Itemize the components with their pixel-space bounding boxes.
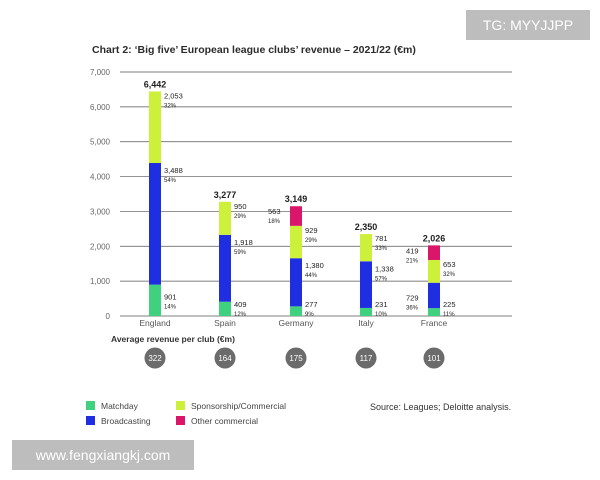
bar-segment-matchday xyxy=(360,307,372,316)
legend-other-commercial: Other commercial xyxy=(176,416,258,426)
bar-segment-sponsorship xyxy=(149,91,161,164)
value-label-matchday: 409 xyxy=(234,300,247,309)
bar-segment-sponsorship xyxy=(290,225,302,259)
bar-segment-sponsorship xyxy=(360,234,372,262)
total-label: 2,026 xyxy=(423,233,446,243)
y-tick-label: 5,000 xyxy=(90,138,111,147)
avg-revenue-circle xyxy=(423,347,445,369)
x-category-label: Germany xyxy=(279,318,315,328)
bar-segment-matchday xyxy=(290,306,302,316)
percent-label-matchday: 12% xyxy=(234,312,247,318)
y-tick-label: 1,000 xyxy=(90,277,111,286)
percent-label-sponsorship: 29% xyxy=(305,238,318,244)
percent-label-sponsorship: 32% xyxy=(443,272,456,278)
watermark-bottom-left: www.fengxiangkj.com xyxy=(12,440,194,470)
value-label-matchday: 225 xyxy=(443,300,456,309)
y-tick-label: 4,000 xyxy=(90,173,111,182)
legend-swatch-sponsorship xyxy=(176,401,185,410)
value-label-matchday: 231 xyxy=(375,300,388,309)
percent-label-other: 21% xyxy=(406,258,419,264)
bar-segment-other xyxy=(428,245,440,260)
avg-revenue-value: 117 xyxy=(360,354,373,363)
avg-revenue-value: 101 xyxy=(427,354,441,363)
percent-label-matchday: 11% xyxy=(443,312,455,318)
avg-revenue-circle xyxy=(285,347,307,369)
bar-segment-sponsorship xyxy=(219,201,231,235)
bar-segment-broadcasting xyxy=(149,163,161,285)
y-tick-label: 2,000 xyxy=(90,242,111,251)
percent-label-broadcasting: 59% xyxy=(234,250,247,256)
bar-segment-broadcasting xyxy=(219,234,231,302)
percent-label-sponsorship: 32% xyxy=(164,103,177,109)
percent-label-sponsorship: 29% xyxy=(234,214,247,220)
bar-segment-broadcasting xyxy=(428,282,440,309)
legend-swatch-matchday xyxy=(86,401,95,410)
x-category-label: France xyxy=(421,318,448,328)
value-label-sponsorship: 653 xyxy=(443,260,456,269)
value-label-matchday: 901 xyxy=(164,292,177,301)
bar-segment-sponsorship xyxy=(428,259,440,283)
bar-segment-matchday xyxy=(149,284,161,316)
percent-label-matchday: 14% xyxy=(164,304,177,310)
value-label-sponsorship: 929 xyxy=(305,226,318,235)
avg-revenue-circle xyxy=(355,347,377,369)
legend-label-broadcasting: Broadcasting xyxy=(101,416,151,426)
percent-label-broadcasting: 36% xyxy=(406,306,419,312)
bar-segment-matchday xyxy=(219,301,231,316)
total-label: 6,442 xyxy=(144,79,167,89)
y-tick-label: 7,000 xyxy=(90,68,111,77)
value-label-broadcasting: 1,380 xyxy=(305,261,324,270)
bar-segment-matchday xyxy=(428,308,440,316)
value-label-sponsorship: 781 xyxy=(375,234,388,243)
avg-revenue-value: 164 xyxy=(218,354,232,363)
x-category-label: Spain xyxy=(214,318,236,328)
y-tick-label: 3,000 xyxy=(90,207,111,216)
watermark-top-right: TG: MYYJJPP xyxy=(466,10,590,40)
legend-swatch-other xyxy=(176,416,185,425)
total-label: 2,350 xyxy=(355,222,378,232)
percent-label-broadcasting: 44% xyxy=(305,273,318,279)
legend-label-sponsorship: Sponsorship/Commercial xyxy=(191,401,286,411)
bar-segment-broadcasting xyxy=(360,261,372,308)
legend-broadcasting: Broadcasting xyxy=(86,416,151,426)
avg-revenue-circle xyxy=(144,347,166,369)
legend-swatch-broadcasting xyxy=(86,416,95,425)
total-label: 3,149 xyxy=(285,194,308,204)
percent-label-other: 18% xyxy=(268,219,281,225)
value-label-sponsorship: 950 xyxy=(234,202,247,211)
value-label-broadcasting: 1,918 xyxy=(234,238,253,247)
legend-label-matchday: Matchday xyxy=(101,401,138,411)
percent-label-broadcasting: 57% xyxy=(375,276,388,282)
value-label-broadcasting: 1,338 xyxy=(375,264,394,273)
value-label-broadcasting: 729 xyxy=(406,294,419,303)
x-category-label: Italy xyxy=(358,318,374,328)
avg-revenue-heading: Average revenue per club (€m) xyxy=(111,334,235,344)
avg-revenue-value: 322 xyxy=(148,354,162,363)
chart-title: Chart 2: ‘Big five’ European league club… xyxy=(92,44,416,56)
value-label-matchday: 277 xyxy=(305,300,318,309)
bar-segment-broadcasting xyxy=(290,258,302,307)
value-label-other: 419 xyxy=(406,246,419,255)
legend-sponsorship: Sponsorship/Commercial xyxy=(176,401,286,411)
avg-revenue-value: 175 xyxy=(289,354,303,363)
percent-label-broadcasting: 54% xyxy=(164,178,177,184)
bar-segment-other xyxy=(290,206,302,226)
value-label-sponsorship: 2,053 xyxy=(164,91,183,100)
y-tick-label: 6,000 xyxy=(90,103,111,112)
percent-label-matchday: 9% xyxy=(305,312,314,318)
value-label-broadcasting: 3,488 xyxy=(164,166,183,175)
source-note: Source: Leagues; Deloitte analysis. xyxy=(370,402,512,412)
total-label: 3,277 xyxy=(214,190,237,200)
value-label-other: 563 xyxy=(268,207,281,216)
legend-label-other: Other commercial xyxy=(191,416,259,426)
x-category-label: England xyxy=(139,318,170,328)
legend-matchday: Matchday xyxy=(86,401,138,411)
percent-label-matchday: 10% xyxy=(375,312,388,318)
y-tick-label: 0 xyxy=(106,312,111,321)
percent-label-sponsorship: 33% xyxy=(375,246,388,252)
avg-revenue-circle xyxy=(214,347,236,369)
